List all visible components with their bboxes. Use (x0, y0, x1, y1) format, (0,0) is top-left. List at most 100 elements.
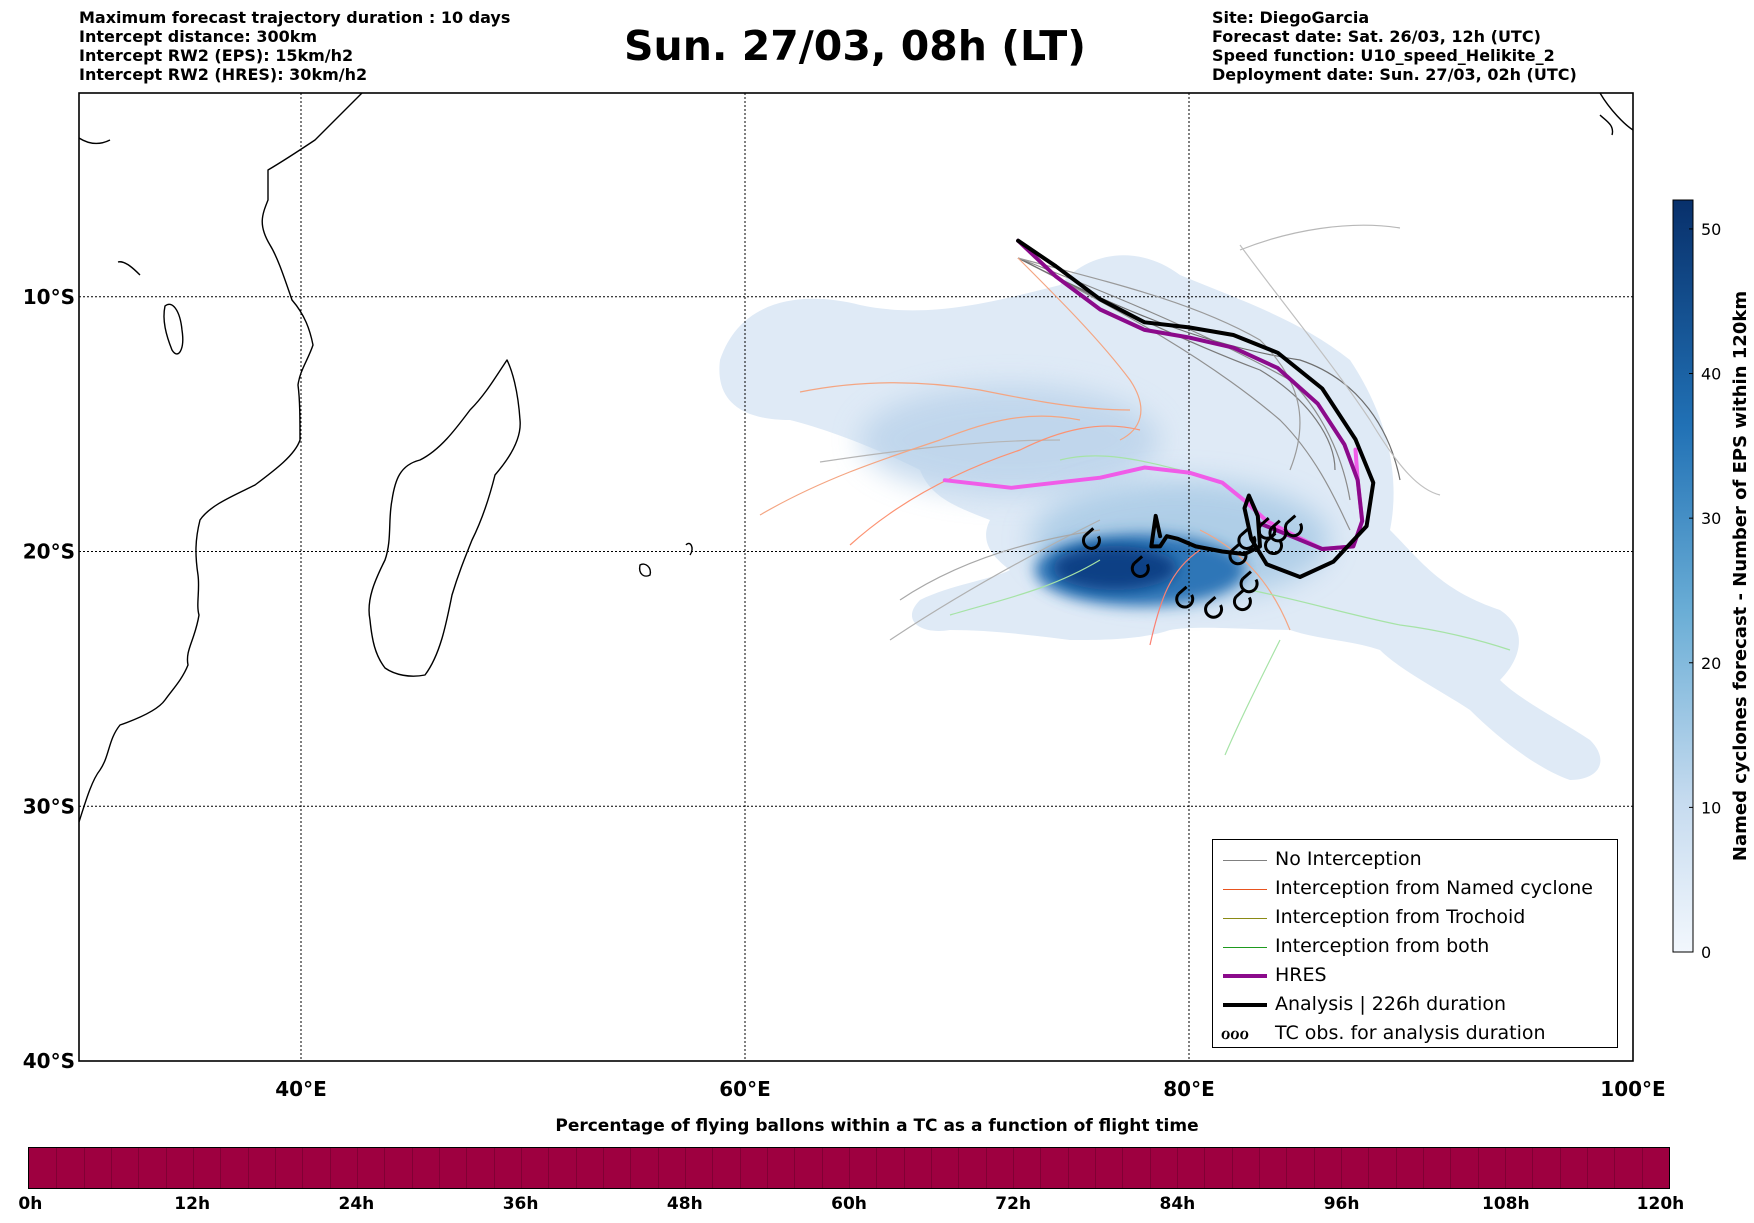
time-bar-segment-divider (1368, 1148, 1370, 1188)
time-bar-segment-divider (985, 1148, 987, 1188)
legend-item-trochoid: Interception from Trochoid (1213, 904, 1617, 933)
time-tick-label: 24h (338, 1194, 375, 1214)
time-bar-segment-divider (302, 1148, 304, 1188)
named-cyclone-track (759, 415, 1081, 516)
time-bar-segment-divider (357, 1148, 358, 1188)
legend-label: TC obs. for analysis duration (1275, 1022, 1546, 1044)
colorbar-ticks: 0 10 20 30 40 50 (1689, 220, 1721, 962)
time-bar-segment-divider (521, 1148, 522, 1188)
time-bar-segment-divider (247, 1148, 249, 1188)
ensemble-tracks (759, 224, 1511, 756)
legend-swatch (1223, 974, 1267, 978)
time-bar-segment-divider (1614, 1148, 1616, 1188)
time-bar-segment-divider (903, 1148, 905, 1188)
time-bar-segment-divider (493, 1148, 495, 1188)
no-interception-track (899, 529, 1101, 601)
legend-label: Interception from Trochoid (1275, 906, 1526, 928)
time-bar-segment-divider (411, 1148, 413, 1188)
both-interception-track (1059, 455, 1181, 471)
time-bar-segment-divider (1286, 1148, 1288, 1188)
time-bar-segment-divider (1395, 1148, 1397, 1188)
page-title: Sun. 27/03, 08h (LT) (624, 22, 1086, 70)
tc-obs-symbol-icon (1175, 585, 1195, 609)
time-bar-segment-divider (1095, 1148, 1096, 1188)
no-interception-track (1017, 257, 1351, 501)
small-island-shore (117, 261, 141, 276)
no-interception-track (1239, 224, 1401, 251)
legend: No Interception Interception from Named … (1212, 839, 1618, 1048)
time-tick-label: 60h (831, 1194, 867, 1214)
named-cyclone-track (1199, 529, 1291, 631)
named-cyclone-track (1149, 549, 1201, 646)
time-bar-segment-divider (1040, 1148, 1042, 1188)
colorbar (1672, 199, 1694, 953)
time-tick-label: 72h (995, 1194, 1032, 1214)
density-peak-region (1053, 546, 1177, 590)
lon-tick-label: 40°E (275, 1077, 327, 1101)
named-cyclone-track (1017, 257, 1142, 441)
small-island-shore (1599, 114, 1614, 136)
tc-obs-symbol-icon (1082, 527, 1101, 550)
legend-item-tc-obs: ℴℴℴ TC obs. for analysis duration (1213, 1020, 1617, 1049)
both-interception-track (1224, 639, 1281, 756)
time-tick-label: 0h (18, 1194, 43, 1214)
header-right-info: Site: DiegoGarcia Forecast date: Sat. 26… (1212, 8, 1577, 84)
time-bar-segment-divider (1204, 1148, 1206, 1188)
time-bar-segment-divider (876, 1148, 878, 1188)
colorbar-tick-label: 10 (1701, 798, 1721, 817)
time-bar-segment-divider (1423, 1148, 1424, 1188)
time-bar-segment-divider (931, 1148, 932, 1188)
both-interception-track (1249, 589, 1511, 651)
tc-obs-symbol-icon (1130, 555, 1150, 578)
time-bar-segment-divider (1477, 1148, 1479, 1188)
legend-label: No Interception (1275, 848, 1422, 870)
time-tick-label: 108h (1482, 1194, 1530, 1214)
time-tick-label: 84h (1159, 1194, 1196, 1214)
time-tick-label: 12h (174, 1194, 211, 1214)
time-bar-segment-divider (685, 1148, 686, 1188)
madagascar-coastline (368, 359, 521, 677)
time-bar-segment-divider (1341, 1148, 1342, 1188)
time-bar-segment-divider (329, 1148, 331, 1188)
time-bar-segment-divider (739, 1148, 741, 1188)
time-bar-segment-divider (1587, 1148, 1588, 1188)
time-bar-segment-divider (111, 1148, 112, 1188)
hres-track (1016, 238, 1365, 551)
time-bar-segment-divider (767, 1148, 768, 1188)
time-bar-segment-divider (1149, 1148, 1151, 1188)
time-bar-segment-divider (794, 1148, 796, 1188)
time-bar-segment-divider (958, 1148, 960, 1188)
lon-tick-label: 60°E (719, 1077, 771, 1101)
legend-swatch (1223, 860, 1267, 861)
max-duration-text: Maximum forecast trajectory duration : 1… (79, 8, 511, 27)
lon-tick-label: 100°E (1600, 1077, 1665, 1101)
no-interception-track (1017, 257, 1301, 471)
time-bar-segment-divider (1450, 1148, 1452, 1188)
no-interception-track (1239, 244, 1441, 496)
legend-label: Interception from Named cyclone (1275, 877, 1593, 899)
time-bar-segment-divider (138, 1148, 140, 1188)
time-bar-segment-divider (1177, 1148, 1178, 1188)
both-interception-track (949, 559, 1101, 616)
named-cyclone-track (849, 425, 1141, 546)
legend-item-analysis: Analysis | 226h duration (1213, 991, 1617, 1020)
time-bar-segment-divider (275, 1148, 276, 1188)
time-bar-segment-divider (603, 1148, 604, 1188)
time-bar-segment-divider (1231, 1148, 1233, 1188)
legend-swatch (1223, 889, 1267, 890)
time-bar-segment-divider (193, 1148, 194, 1188)
lat-tick-label: 40°S (23, 1049, 75, 1073)
time-bar-segment-divider (630, 1148, 632, 1188)
site-text: Site: DiegoGarcia (1212, 8, 1370, 27)
colorbar-tick-label: 50 (1701, 220, 1721, 239)
africa-coastline (79, 93, 363, 823)
tc-obs-symbol-icon (1237, 527, 1257, 550)
lat-tick-label: 20°S (23, 540, 75, 564)
time-bar-segment-divider (548, 1148, 550, 1188)
time-bar-segment-divider (1013, 1148, 1014, 1188)
time-bar-segment-divider (1313, 1148, 1315, 1188)
density-mid-region (860, 385, 1160, 495)
map-frame (78, 92, 1634, 1062)
lat-tick-label: 30°S (23, 794, 75, 818)
